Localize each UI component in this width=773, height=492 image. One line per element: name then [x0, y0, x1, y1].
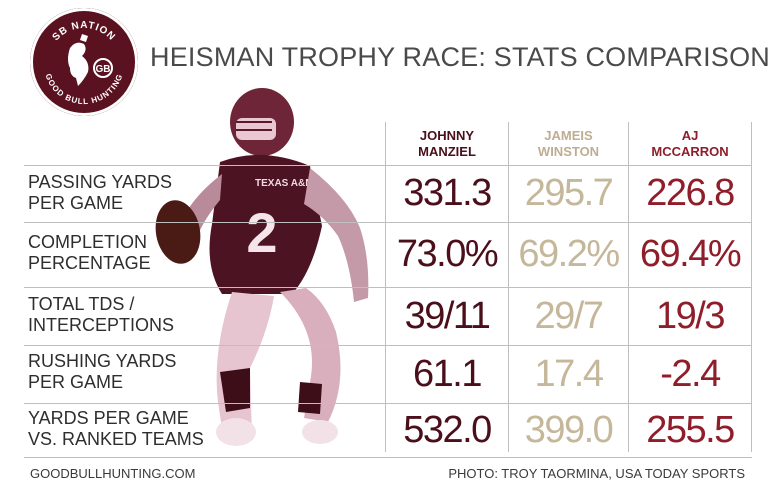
player-name-line1: JAMEIS — [544, 128, 593, 143]
player-name-line1: AJ — [681, 128, 699, 143]
table-cell: 73.0% — [396, 233, 499, 275]
divider — [24, 457, 752, 458]
table-cell: 295.7 — [524, 172, 614, 214]
column-header-winston: JAMEIS WINSTON — [509, 128, 628, 166]
page-title: HEISMAN TROPHY RACE: STATS COMPARISON — [150, 42, 770, 72]
table-cell: 61.1 — [413, 353, 482, 395]
table-cell: 39/11 — [404, 295, 491, 337]
table-cell: 399.0 — [524, 409, 614, 451]
divider — [24, 287, 752, 288]
column-divider — [628, 122, 629, 452]
table-cell: 226.8 — [646, 172, 735, 214]
table-cell: 69.4% — [639, 233, 742, 275]
row-label-completion: COMPLETION PERCENTAGE — [28, 232, 218, 274]
player-name-line1: JOHNNY — [419, 128, 475, 143]
row-label-line2: PERCENTAGE — [28, 253, 151, 273]
row-label-line1: RUSHING YARDS — [28, 351, 177, 371]
table-cell: 69.2% — [518, 233, 620, 275]
table-cell: 532.0 — [403, 409, 492, 451]
table-cell: 19/3 — [656, 295, 725, 337]
row-label-line1: PASSING YARDS — [28, 172, 173, 192]
jersey-number: 2 — [246, 201, 277, 264]
row-label-rushing-yards: RUSHING YARDS PER GAME — [28, 351, 218, 393]
row-label-passing-yards: PASSING YARDS PER GAME — [28, 172, 218, 214]
row-label-line2: VS. RANKED TEAMS — [28, 429, 204, 449]
table-cell: 29/7 — [534, 295, 604, 337]
divider — [24, 165, 752, 166]
column-header-manziel: JOHNNY MANZIEL — [386, 128, 508, 166]
table-cell: 255.5 — [646, 409, 735, 451]
row-label-line2: PER GAME — [28, 193, 124, 213]
player-photo: TEXAS A&M 2 — [155, 88, 369, 446]
row-label-line1: TOTAL TDS / — [28, 294, 135, 314]
player-name-line2: WINSTON — [537, 144, 600, 159]
table-cell: -2.4 — [660, 353, 721, 395]
row-label-line1: YARDS PER GAME — [28, 408, 189, 428]
column-divider — [751, 122, 752, 452]
row-label-line2: INTERCEPTIONS — [28, 315, 175, 335]
bull-rider-logo-icon: SB NATION GOOD BULL HUNTING GB — [43, 20, 123, 106]
row-label-line1: COMPLETION — [28, 232, 148, 252]
column-divider — [508, 122, 509, 452]
good-bull-hunting-logo[interactable]: SB NATION GOOD BULL HUNTING GB — [30, 8, 138, 116]
column-divider — [385, 122, 386, 452]
photo-credit: PHOTO: TROY TAORMINA, USA TODAY SPORTS — [448, 466, 745, 481]
player-name-line2: MCCARRON — [651, 144, 729, 159]
table-cell: 17.4 — [534, 353, 604, 395]
logo-monogram: GB — [96, 64, 111, 75]
row-label-line2: PER GAME — [28, 372, 124, 392]
column-header-mccarron: AJ MCCARRON — [629, 128, 751, 166]
divider — [24, 403, 752, 404]
site-credit-link[interactable]: GOODBULLHUNTING.COM — [30, 466, 196, 481]
divider — [24, 345, 752, 346]
table-cell: 331.3 — [403, 172, 492, 214]
row-label-tds-ints: TOTAL TDS / INTERCEPTIONS — [28, 294, 218, 336]
jersey-wordmark: TEXAS A&M — [255, 178, 314, 189]
player-name-line2: MANZIEL — [418, 144, 476, 159]
divider — [24, 222, 752, 223]
row-label-ranked-yards: YARDS PER GAME VS. RANKED TEAMS — [28, 408, 218, 450]
